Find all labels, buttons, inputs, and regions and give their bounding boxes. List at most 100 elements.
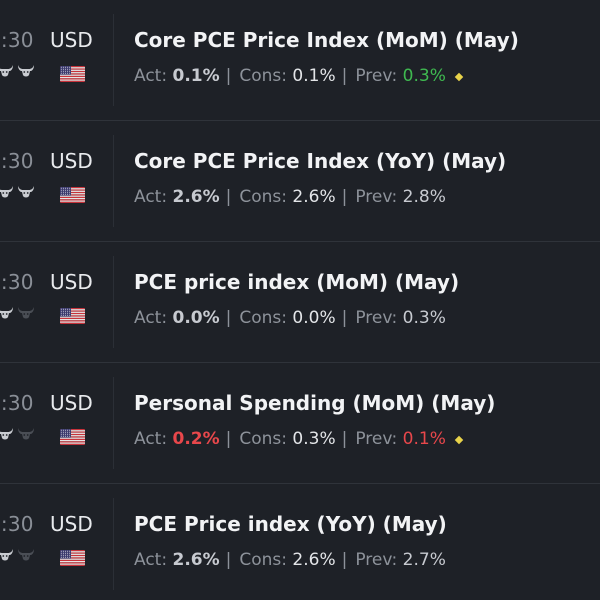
actual-label: Act: bbox=[134, 66, 168, 86]
event-row[interactable]: 9:30 USD PCE Price index (YoY) (May) Act… bbox=[0, 484, 600, 600]
stats-separator: | bbox=[225, 308, 232, 328]
previous-label: Prev: bbox=[355, 66, 398, 86]
actual-label: Act: bbox=[134, 429, 168, 449]
diamond-icon bbox=[454, 72, 464, 81]
actual-value: 0.1% bbox=[172, 66, 220, 86]
consensus-value: 0.0% bbox=[292, 308, 336, 328]
event-title: PCE price index (MoM) (May) bbox=[134, 270, 460, 294]
stats-separator: | bbox=[341, 550, 348, 570]
importance-indicator bbox=[0, 64, 35, 78]
stats-separator: | bbox=[225, 429, 232, 449]
bull-icon bbox=[0, 65, 13, 77]
actual-value: 2.6% bbox=[172, 550, 220, 570]
actual-label: Act: bbox=[134, 308, 168, 328]
previous-value: 2.7% bbox=[402, 550, 446, 570]
actual-value: 2.6% bbox=[172, 187, 220, 207]
event-row[interactable]: 9:30 USD PCE price index (MoM) (May) Act… bbox=[0, 242, 600, 362]
previous-value: 0.3% bbox=[402, 308, 446, 328]
column-divider bbox=[113, 14, 114, 106]
consensus-value: 2.6% bbox=[292, 550, 336, 570]
row-divider bbox=[0, 120, 600, 121]
importance-indicator bbox=[0, 427, 35, 441]
event-time: 9:30 bbox=[0, 28, 34, 52]
row-divider bbox=[0, 483, 600, 484]
consensus-label: Cons: bbox=[239, 187, 288, 207]
event-time: 9:30 bbox=[0, 512, 34, 536]
previous-value: 0.1% bbox=[402, 429, 446, 449]
stats-separator: | bbox=[341, 308, 348, 328]
event-time: 9:30 bbox=[0, 391, 34, 415]
previous-label: Prev: bbox=[355, 187, 398, 207]
bull-icon bbox=[0, 549, 13, 561]
event-time: 9:30 bbox=[0, 270, 34, 294]
event-currency: USD bbox=[50, 512, 93, 536]
event-row[interactable]: 9:30 USD Core PCE Price Index (MoM) (May… bbox=[0, 0, 600, 120]
united-states-flag-icon bbox=[60, 66, 85, 82]
previous-value: 0.3% bbox=[402, 66, 446, 86]
stats-separator: | bbox=[225, 66, 232, 86]
event-currency: USD bbox=[50, 270, 93, 294]
event-row[interactable]: 9:30 USD Personal Spending (MoM) (May) A… bbox=[0, 363, 600, 483]
consensus-value: 2.6% bbox=[292, 187, 336, 207]
event-meta: 9:30 USD bbox=[0, 484, 113, 600]
bull-icon bbox=[18, 307, 34, 319]
previous-label: Prev: bbox=[355, 429, 398, 449]
previous-label: Prev: bbox=[355, 308, 398, 328]
event-meta: 9:30 USD bbox=[0, 242, 113, 362]
diamond-icon bbox=[454, 435, 464, 444]
column-divider bbox=[113, 256, 114, 348]
consensus-value: 0.1% bbox=[292, 66, 336, 86]
consensus-label: Cons: bbox=[239, 550, 288, 570]
event-stats: Act: 2.6% | Cons: 2.6% | Prev: 2.8% bbox=[134, 187, 446, 207]
actual-value: 0.2% bbox=[172, 429, 220, 449]
event-stats: Act: 2.6% | Cons: 2.6% | Prev: 2.7% bbox=[134, 550, 446, 570]
united-states-flag-icon bbox=[60, 187, 85, 203]
actual-value: 0.0% bbox=[172, 308, 220, 328]
bull-icon bbox=[18, 549, 34, 561]
stats-separator: | bbox=[341, 66, 348, 86]
event-title: Core PCE Price Index (YoY) (May) bbox=[134, 149, 507, 173]
united-states-flag-icon bbox=[60, 550, 85, 566]
consensus-label: Cons: bbox=[239, 429, 288, 449]
bull-icon bbox=[18, 428, 34, 440]
consensus-value: 0.3% bbox=[292, 429, 336, 449]
united-states-flag-icon bbox=[60, 308, 85, 324]
column-divider bbox=[113, 498, 114, 590]
event-currency: USD bbox=[50, 391, 93, 415]
row-divider bbox=[0, 362, 600, 363]
stats-separator: | bbox=[225, 550, 232, 570]
event-time: 9:30 bbox=[0, 149, 34, 173]
bull-icon bbox=[0, 307, 13, 319]
importance-indicator bbox=[0, 548, 35, 562]
stats-separator: | bbox=[341, 429, 348, 449]
bull-icon bbox=[0, 428, 13, 440]
actual-label: Act: bbox=[134, 550, 168, 570]
event-stats: Act: 0.0% | Cons: 0.0% | Prev: 0.3% bbox=[134, 308, 446, 328]
event-meta: 9:30 USD bbox=[0, 121, 113, 241]
event-row[interactable]: 9:30 USD Core PCE Price Index (YoY) (May… bbox=[0, 121, 600, 241]
event-stats: Act: 0.2% | Cons: 0.3% | Prev: 0.1% bbox=[134, 429, 464, 449]
event-meta: 9:30 USD bbox=[0, 0, 113, 120]
united-states-flag-icon bbox=[60, 429, 85, 445]
event-meta: 9:30 USD bbox=[0, 363, 113, 483]
consensus-label: Cons: bbox=[239, 308, 288, 328]
importance-indicator bbox=[0, 306, 35, 320]
consensus-label: Cons: bbox=[239, 66, 288, 86]
row-divider bbox=[0, 241, 600, 242]
event-title: Personal Spending (MoM) (May) bbox=[134, 391, 496, 415]
event-title: PCE Price index (YoY) (May) bbox=[134, 512, 447, 536]
column-divider bbox=[113, 377, 114, 469]
previous-value: 2.8% bbox=[402, 187, 446, 207]
stats-separator: | bbox=[225, 187, 232, 207]
event-stats: Act: 0.1% | Cons: 0.1% | Prev: 0.3% bbox=[134, 66, 464, 86]
event-title: Core PCE Price Index (MoM) (May) bbox=[134, 28, 519, 52]
bull-icon bbox=[0, 186, 13, 198]
importance-indicator bbox=[0, 185, 35, 199]
stats-separator: | bbox=[341, 187, 348, 207]
actual-label: Act: bbox=[134, 187, 168, 207]
column-divider bbox=[113, 135, 114, 227]
bull-icon bbox=[18, 186, 34, 198]
event-currency: USD bbox=[50, 149, 93, 173]
event-currency: USD bbox=[50, 28, 93, 52]
